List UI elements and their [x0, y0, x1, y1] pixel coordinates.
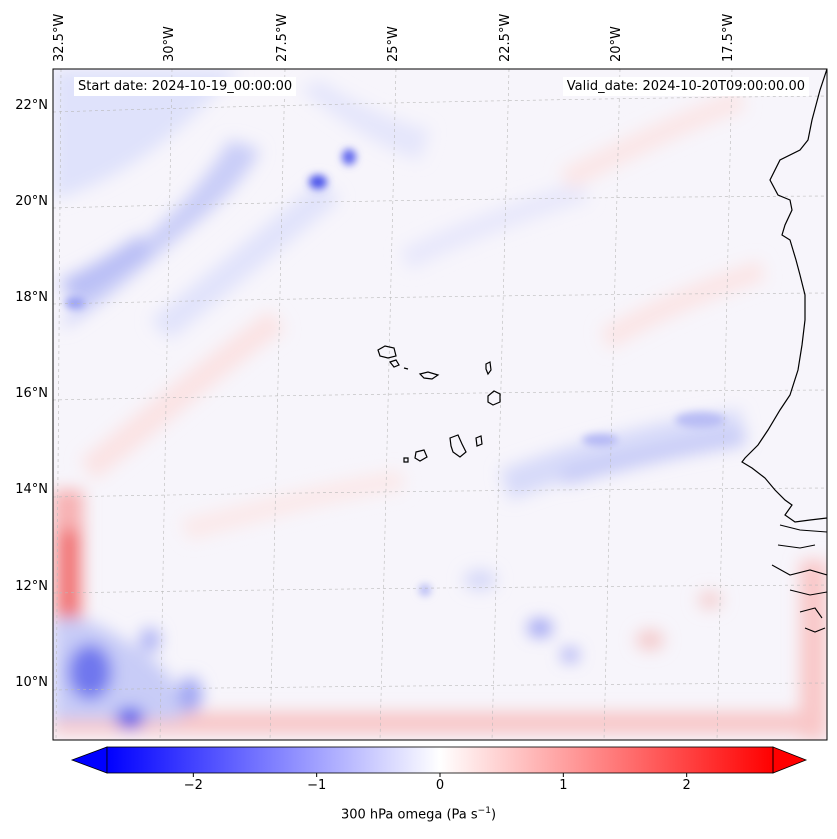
island-santiago — [449, 434, 467, 458]
map-frame — [52, 68, 828, 741]
colorbar-gradient — [107, 747, 773, 773]
island-brava — [403, 457, 409, 463]
island-sao-vicente — [388, 359, 400, 368]
island-maio — [475, 435, 483, 447]
omega-field-shading — [53, 69, 827, 740]
colorbar-tick-label: 1 — [559, 778, 568, 793]
island-santa-luzia — [403, 367, 409, 370]
graticule — [53, 69, 827, 740]
gambia-guinea-coast — [771, 524, 827, 633]
start-date: Start date: 2024-10-19_00:00:00 — [74, 77, 297, 96]
island-fogo — [414, 449, 428, 462]
colorbar-label: 300 hPa omega (Pa s−1) — [340, 806, 497, 823]
colorbar — [70, 746, 808, 777]
colorbar-tick-labels: −2 −1 0 1 2 — [0, 778, 837, 796]
colorbar-tick-label: −1 — [307, 778, 327, 793]
colorbar-neg-extend — [70, 746, 108, 774]
lat-label-14n: 14°N — [15, 482, 48, 497]
lat-label-10n: 10°N — [15, 675, 48, 690]
lat-label-12n: 12°N — [15, 579, 48, 594]
island-sao-nicolau — [418, 371, 440, 380]
lat-label-22n: 22°N — [15, 98, 48, 113]
island-sal — [485, 361, 492, 376]
island-santo-antao — [377, 345, 397, 359]
colorbar-tick-label: 2 — [682, 778, 691, 793]
lat-label-20n: 20°N — [15, 194, 48, 209]
valid-date: Valid_date: 2024-10-20T09:00:00.00 — [562, 77, 809, 96]
lat-label-18n: 18°N — [15, 290, 48, 305]
african-coastline — [741, 69, 827, 523]
colorbar-tick-label: 0 — [435, 778, 445, 793]
colorbar-tick-label: −2 — [183, 778, 203, 793]
omega-field-cells — [65, 149, 725, 596]
colorbar-pos-extend — [772, 746, 808, 774]
lat-label-16n: 16°N — [15, 386, 48, 401]
island-boa-vista — [487, 390, 501, 406]
cabo-verde-islands — [377, 345, 501, 463]
